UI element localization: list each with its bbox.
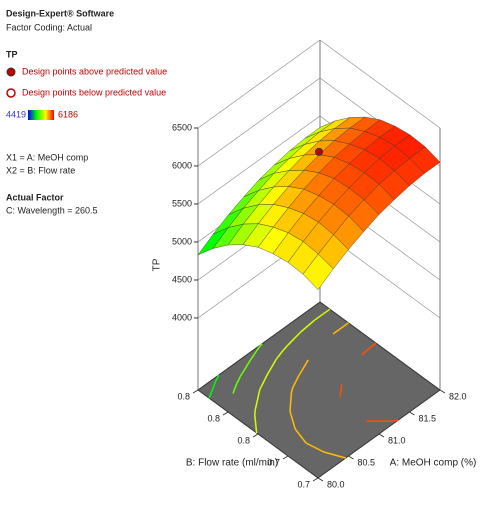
legend-below: Design points below predicted value (22, 87, 166, 97)
y-tick-label: 0.8 (177, 391, 190, 401)
tick-mark (439, 389, 446, 394)
contour (254, 390, 261, 410)
x-tick-label: 81.5 (419, 413, 437, 423)
contour (232, 383, 238, 394)
design-point (315, 147, 323, 156)
actual-factor: C: Wavelength = 260.5 (6, 205, 97, 215)
grid-line (197, 39, 441, 129)
z-tick-label: 4500 (172, 274, 192, 284)
contour (287, 331, 302, 346)
contour (215, 374, 220, 382)
z-axis-label: TP (152, 258, 163, 271)
below-marker (6, 88, 16, 98)
tick-mark (282, 455, 289, 460)
contour (208, 380, 217, 399)
x-tick-label: 80.0 (327, 479, 345, 489)
contour (289, 391, 293, 411)
x2: X2 = B: Flow rate (6, 165, 75, 175)
response: TP (6, 49, 18, 59)
above-marker (6, 67, 16, 77)
contour (314, 308, 331, 321)
software: Design-Expert® Software (6, 8, 114, 18)
tick-mark (252, 433, 259, 438)
contour (300, 319, 316, 333)
y-tick-label: 0.8 (237, 435, 250, 445)
z-tick-label: 6500 (172, 122, 192, 132)
contour (292, 374, 300, 388)
contour (253, 414, 258, 434)
contour (290, 386, 294, 393)
contour (332, 322, 349, 335)
tick-mark (317, 477, 324, 482)
y-axis-label: B: Flow rate (ml/min) (186, 458, 278, 469)
contour (298, 359, 309, 376)
y-tick-label: 0.8 (207, 413, 220, 423)
contour (253, 409, 256, 415)
tick-mark (409, 411, 415, 416)
x-tick-label: 81.0 (388, 435, 406, 445)
x-tick-label: 80.5 (358, 457, 376, 467)
surface-cell (302, 253, 334, 291)
z-tick-label: 6000 (172, 160, 192, 170)
legend-above: Design points above predicted value (22, 66, 167, 76)
contour (289, 413, 296, 430)
contour (266, 358, 278, 375)
actual-factor-title: Actual Factor (6, 192, 64, 202)
scale-max: 6186 (58, 109, 78, 119)
coding: Factor Coding: Actual (6, 22, 92, 32)
contour (282, 344, 289, 351)
tick-mark (378, 433, 385, 438)
contour (305, 442, 325, 453)
contour (323, 451, 346, 459)
contour (361, 342, 377, 356)
contour (339, 384, 343, 397)
y-tick-label: 0.7 (267, 457, 280, 467)
contour (259, 374, 269, 390)
color-bar (28, 110, 54, 120)
z-tick-label: 5500 (172, 198, 192, 208)
y-tick-label: 0.7 (297, 479, 310, 489)
x1: X1 = A: MeOH comp (6, 152, 88, 162)
scale-min: 4419 (6, 109, 26, 119)
tick-mark (312, 477, 319, 482)
tick-mark (192, 389, 199, 394)
contour (391, 419, 399, 422)
z-tick-label: 4000 (172, 312, 192, 322)
contour (248, 346, 261, 362)
contour (294, 428, 307, 444)
contour (239, 360, 251, 378)
contour (235, 376, 241, 385)
tick-mark (222, 411, 229, 416)
contour (289, 410, 292, 414)
x-tick-label: 82.0 (449, 391, 467, 401)
contour (275, 349, 284, 360)
x-axis-label: A: MeOH comp (%) (390, 458, 477, 469)
contour (259, 343, 263, 347)
contour (258, 388, 261, 391)
tick-mark (348, 455, 354, 460)
z-tick-label: 5000 (172, 236, 192, 246)
